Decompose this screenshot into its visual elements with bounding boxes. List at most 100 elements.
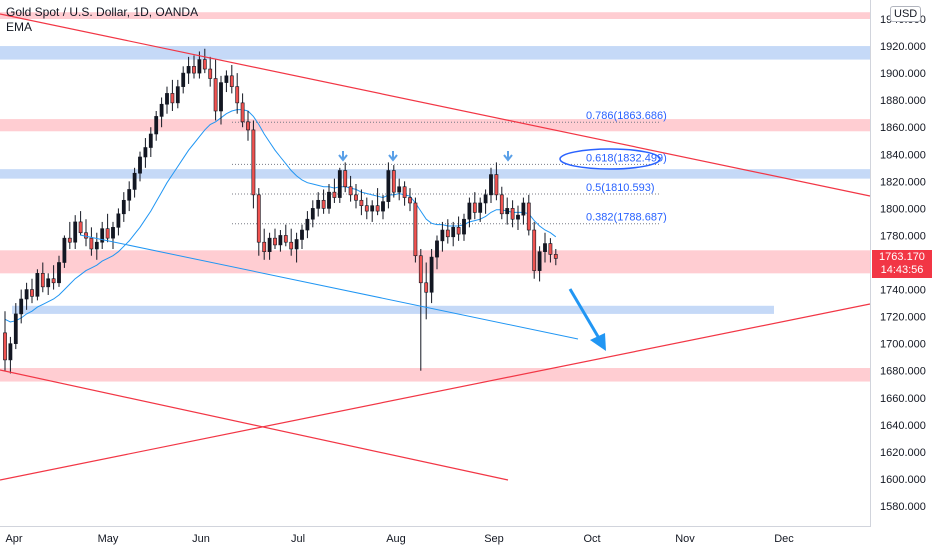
- candle: [3, 311, 7, 371]
- candle: [386, 162, 391, 209]
- y-tick-label: 1700.000: [880, 339, 926, 351]
- candle: [165, 86, 169, 114]
- candle: [240, 93, 245, 128]
- candle: [202, 48, 207, 74]
- candle: [462, 213, 466, 241]
- candle: [105, 213, 110, 243]
- candle: [300, 224, 304, 249]
- candle: [294, 232, 299, 263]
- fib-label: 0.618(1832.499): [586, 152, 667, 164]
- candle: [175, 79, 180, 109]
- candle: [67, 221, 72, 249]
- y-tick-label: 1860.000: [880, 122, 926, 134]
- y-tick-label: 1740.000: [880, 285, 926, 297]
- x-tick-label: Nov: [675, 533, 695, 545]
- candle: [359, 189, 364, 216]
- blue-trendline: [79, 234, 579, 340]
- candle: [116, 208, 121, 236]
- candle: [100, 221, 105, 249]
- marker-arrow-icon: [338, 151, 348, 162]
- candle: [213, 59, 218, 121]
- y-tick-label: 1580.000: [880, 501, 926, 513]
- lower-trendline: [0, 303, 871, 481]
- fib-label: 0.382(1788.687): [586, 212, 667, 224]
- x-axis[interactable]: Apr May Jun Jul Aug Sep Oct Nov Dec: [5, 533, 794, 545]
- currency-button[interactable]: USD: [890, 6, 922, 22]
- candle: [13, 303, 18, 350]
- candle: [84, 219, 88, 247]
- candle: [251, 120, 256, 209]
- y-tick-label: 1640.000: [880, 420, 926, 432]
- candle: [24, 282, 29, 310]
- fib-layer: 0.786(1863.686) 0.618(1832.499) 0.5(1810.5…: [232, 110, 667, 225]
- candle: [521, 197, 526, 225]
- support-zone: [12, 305, 774, 314]
- fib-618-ellipse: [559, 148, 661, 170]
- candle: [321, 189, 326, 214]
- candle: [364, 197, 369, 220]
- candle: [435, 235, 439, 270]
- candle: [30, 278, 34, 304]
- y-tick-label: 1780.000: [880, 230, 926, 242]
- candle: [332, 178, 337, 203]
- candle: [235, 73, 240, 114]
- candle: [451, 221, 456, 247]
- bar-countdown: 14:43:56: [880, 264, 924, 276]
- down-arrow-icon: [568, 288, 606, 351]
- y-tick-label: 1720.000: [880, 312, 926, 324]
- x-tick-label: May: [98, 533, 119, 545]
- last-price-tag: 1763.170 14:43:56: [872, 250, 932, 278]
- candle: [40, 262, 45, 293]
- candle: [381, 194, 385, 220]
- y-tick-label: 1620.000: [880, 447, 926, 459]
- ema-layer: [4, 109, 557, 323]
- x-tick-label: Aug: [386, 533, 406, 545]
- indicator-label[interactable]: EMA: [6, 20, 33, 34]
- candle: [456, 216, 461, 241]
- resistance-zone: [0, 119, 870, 132]
- candle: [516, 205, 520, 231]
- candle: [494, 162, 499, 201]
- candle: [273, 228, 277, 249]
- y-tick-label: 1820.000: [880, 176, 926, 188]
- y-tick-label: 1660.000: [880, 393, 926, 405]
- candle: [170, 79, 175, 111]
- candle: [343, 162, 348, 193]
- candle: [35, 269, 40, 301]
- candle: [445, 219, 450, 244]
- x-tick-label: Dec: [774, 533, 794, 545]
- candle: [208, 56, 213, 87]
- candle: [316, 192, 321, 217]
- candle: [224, 70, 229, 93]
- candle: [229, 64, 234, 94]
- candle: [159, 97, 164, 128]
- candle: [408, 188, 412, 212]
- candle: [310, 200, 315, 228]
- candle: [111, 221, 115, 249]
- candle: [532, 221, 537, 279]
- candle: [46, 273, 51, 295]
- candle: [143, 138, 148, 168]
- candle: [138, 151, 142, 182]
- chart-legend: Gold Spot / U.S. Dollar, 1D, OANDA EMA: [6, 5, 198, 35]
- x-tick-label: Jul: [291, 533, 305, 545]
- resistance-zone: [0, 368, 870, 382]
- y-tick-label: 1680.000: [880, 366, 926, 378]
- candle: [548, 238, 553, 263]
- symbol-title[interactable]: Gold Spot / U.S. Dollar, 1D, OANDA: [6, 5, 199, 19]
- candle: [370, 200, 375, 222]
- x-tick-label: Sep: [484, 533, 504, 545]
- candle: [267, 232, 272, 260]
- x-tick-label: Jun: [192, 533, 210, 545]
- ema-line: [4, 109, 557, 323]
- candle: [89, 227, 94, 256]
- fib-label: 0.786(1863.686): [586, 110, 667, 122]
- candle: [186, 56, 191, 84]
- candle: [19, 289, 24, 324]
- candle: [348, 175, 353, 202]
- candle: [305, 211, 310, 239]
- last-price-value: 1763.170: [879, 251, 925, 263]
- candle: [391, 165, 396, 198]
- candle: [354, 184, 358, 209]
